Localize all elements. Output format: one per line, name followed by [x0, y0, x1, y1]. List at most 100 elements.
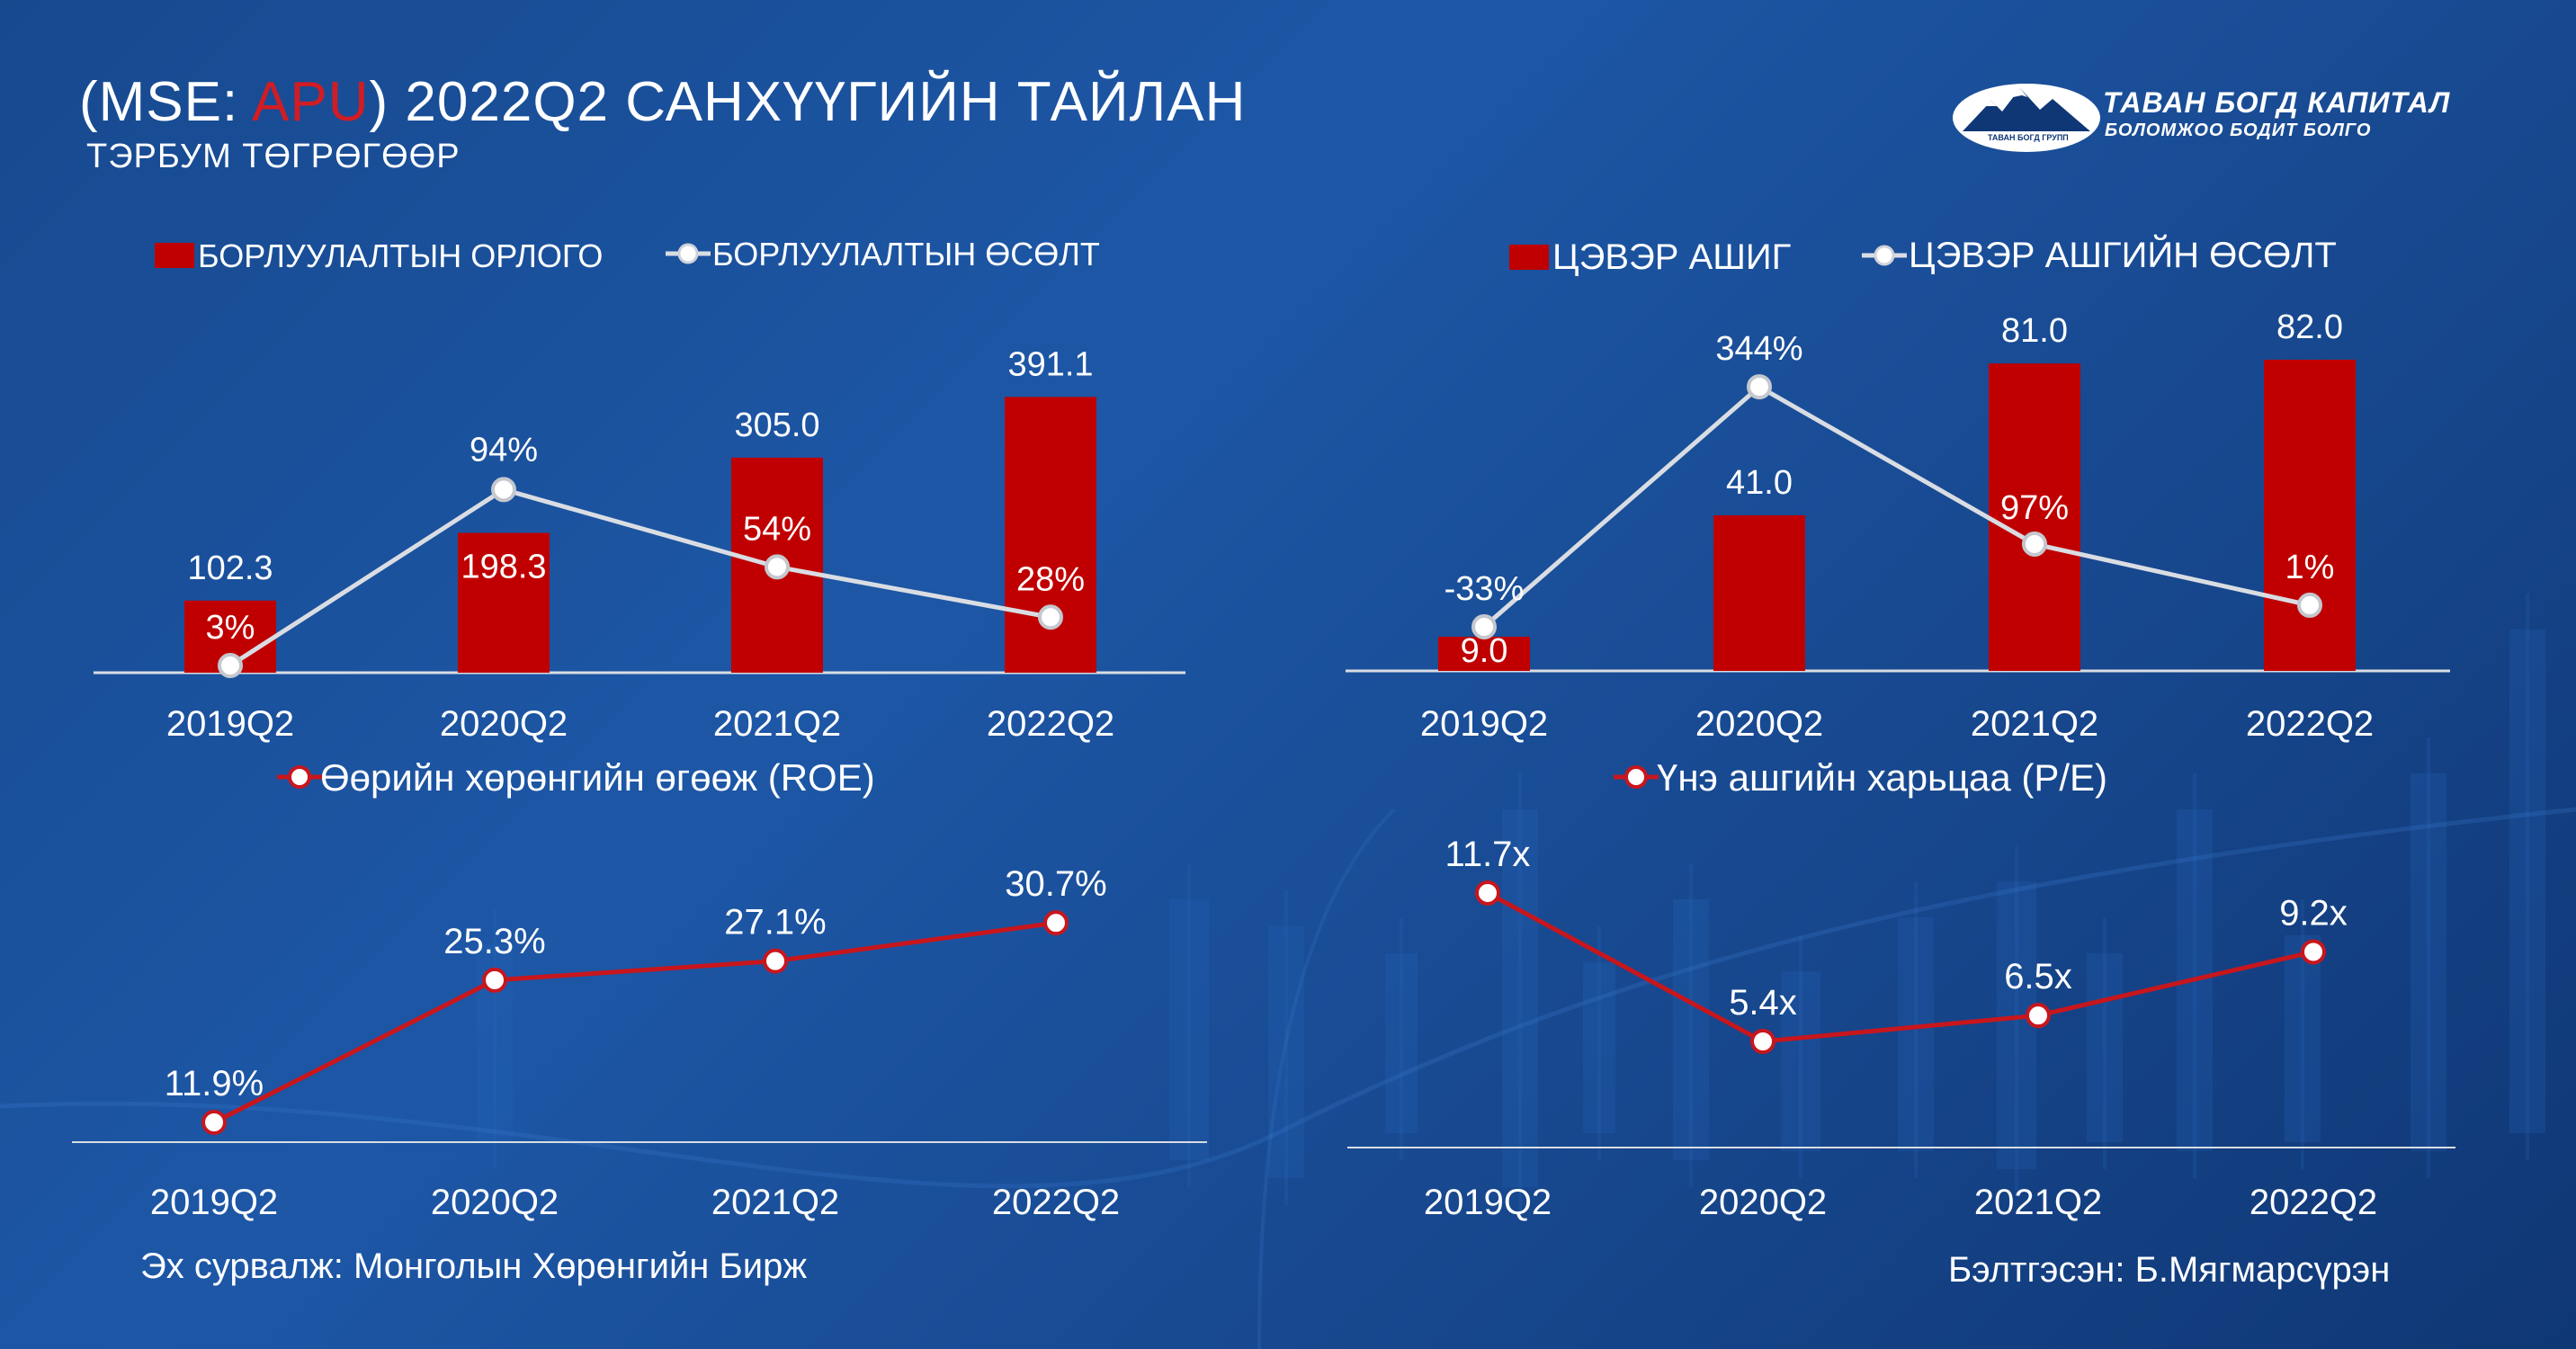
x-tick-label: 2019Q2 [1424, 1183, 1552, 1222]
ratio-line [1486, 890, 2314, 1044]
growth-data-label: -33% [1445, 570, 1525, 608]
ratio-line [212, 920, 1057, 1125]
mountain-logo-icon [1953, 84, 2100, 152]
chart-bar [2264, 359, 2356, 671]
x-tick-label: 2020Q2 [440, 704, 568, 744]
x-tick-label: 2019Q2 [166, 704, 294, 744]
ratio-data-label: 25.3% [443, 922, 545, 961]
bar-data-label: 81.0 [2001, 312, 2068, 350]
chart-bar [1989, 363, 2080, 671]
logo-small-text: ТАВАН БОГД ГРУПП [1988, 133, 2069, 142]
growth-data-label: 28% [1016, 560, 1085, 598]
growth-line [228, 487, 1051, 668]
x-tick-label: 2022Q2 [2246, 704, 2374, 744]
x-tick-label: 2020Q2 [1695, 704, 1823, 744]
growth-point [765, 554, 790, 580]
ratio-data-label: 5.4x [1729, 983, 1797, 1023]
growth-data-label: 97% [2000, 489, 2069, 527]
growth-point [2022, 531, 2047, 557]
chart-bar [1438, 637, 1530, 671]
bg-candle [1997, 881, 2036, 1169]
legend-marker [1874, 245, 1895, 266]
growth-point [1747, 374, 1772, 400]
legend-bar-swatch [1509, 245, 1549, 270]
chart-bar [1713, 514, 1805, 671]
legend-label: Өөрийн хөрөнгийн өгөөж (ROE) [320, 756, 875, 799]
legend-label: БОРЛУУЛАЛТЫН ӨСӨЛТ [712, 236, 1100, 272]
ratio-point [1475, 880, 1500, 906]
ratio-point [1043, 910, 1069, 936]
ticker-symbol: APU [252, 71, 370, 133]
growth-point [491, 477, 516, 503]
x-tick-label: 2021Q2 [711, 1183, 839, 1222]
bg-candle [1781, 971, 1820, 1151]
bg-candle [2509, 630, 2545, 1133]
x-tick-label: 2022Q2 [992, 1183, 1120, 1222]
legend-marker [677, 243, 699, 264]
x-tick-label: 2022Q2 [987, 704, 1114, 744]
ratio-point [2026, 1003, 2051, 1029]
growth-point [1038, 604, 1063, 630]
bg-candle [1583, 962, 1615, 1133]
legend-label: БОРЛУУЛАЛТЫН ОРЛОГО [198, 237, 603, 274]
bg-curve [1257, 808, 1396, 1349]
logo-slogan: БОЛОМЖОО БОДИТ БОЛГО [2105, 121, 2372, 140]
ratio-data-label: 6.5x [2004, 957, 2072, 996]
bg-candle [1268, 926, 1304, 1178]
x-tick-label: 2020Q2 [1699, 1183, 1827, 1222]
ratio-data-label: 30.7% [1005, 864, 1106, 904]
bar-data-label: 305.0 [734, 406, 819, 444]
legend-bar-swatch [155, 243, 194, 268]
bg-curve [0, 807, 2576, 1189]
bg-candle [1385, 953, 1418, 1133]
legend-marker [288, 765, 311, 789]
bar-data-label: 102.3 [187, 549, 273, 587]
legend-label: ЦЭВЭР АШГИЙН ӨСӨЛТ [1909, 234, 2337, 275]
page-title: (MSE: APU) 2022Q2 САНХҮҮГИЙН ТАЙЛАН [79, 70, 1246, 134]
ratio-data-label: 9.2x [2279, 893, 2348, 933]
prepared-by-note: Бэлтгэсэн: Б.Мягмарсүрэн [1948, 1250, 2391, 1290]
x-tick-label: 2020Q2 [431, 1183, 559, 1222]
page-subtitle: ТЭРБУМ ТӨГРӨГӨӨР [86, 138, 461, 175]
ratio-point [2301, 939, 2326, 965]
bg-candle [1898, 917, 1934, 1151]
bar-data-label: 198.3 [461, 549, 546, 586]
bg-candle [1169, 899, 1209, 1160]
source-note: Эх сурвалж: Монголын Хөрөнгийн Бирж [140, 1246, 808, 1286]
legend-label: ЦЭВЭР АШИГ [1552, 237, 1791, 277]
bar-data-label: 391.1 [1007, 345, 1093, 383]
bg-candle [1502, 809, 1538, 1187]
chart-bar [458, 532, 550, 673]
bar-data-label: 41.0 [1726, 464, 1793, 502]
title-prefix: (MSE: [79, 71, 253, 133]
bg-candle [2087, 953, 2123, 1142]
growth-data-label: 1% [2285, 549, 2335, 586]
growth-point [218, 653, 243, 678]
ratio-point [763, 948, 788, 974]
growth-point [1471, 614, 1497, 639]
bg-candle [2285, 935, 2321, 1142]
legend-marker [1624, 765, 1648, 789]
ratio-point [201, 1110, 227, 1135]
ratio-point [1750, 1029, 1775, 1054]
bg-candle [2411, 773, 2446, 1151]
x-tick-label: 2021Q2 [713, 704, 841, 744]
x-tick-label: 2021Q2 [1974, 1183, 2102, 1222]
legend-label: Үнэ ашгийн харьцаа (P/E) [1657, 756, 2107, 799]
growth-data-label: 94% [470, 431, 538, 469]
x-tick-label: 2019Q2 [1420, 704, 1548, 744]
growth-line [1482, 384, 2311, 629]
ratio-data-label: 11.7x [1445, 835, 1531, 874]
x-tick-label: 2019Q2 [150, 1183, 278, 1222]
bar-data-label: 82.0 [2276, 308, 2343, 346]
ratio-data-label: 27.1% [724, 903, 826, 943]
x-tick-label: 2021Q2 [1971, 704, 2098, 744]
ratio-point [482, 967, 507, 993]
growth-data-label: 3% [206, 609, 255, 647]
company-logo: ТАВАН БОГД ГРУПП ТАВАН БОГД КАПИТАЛ БОЛО… [1950, 79, 2454, 156]
